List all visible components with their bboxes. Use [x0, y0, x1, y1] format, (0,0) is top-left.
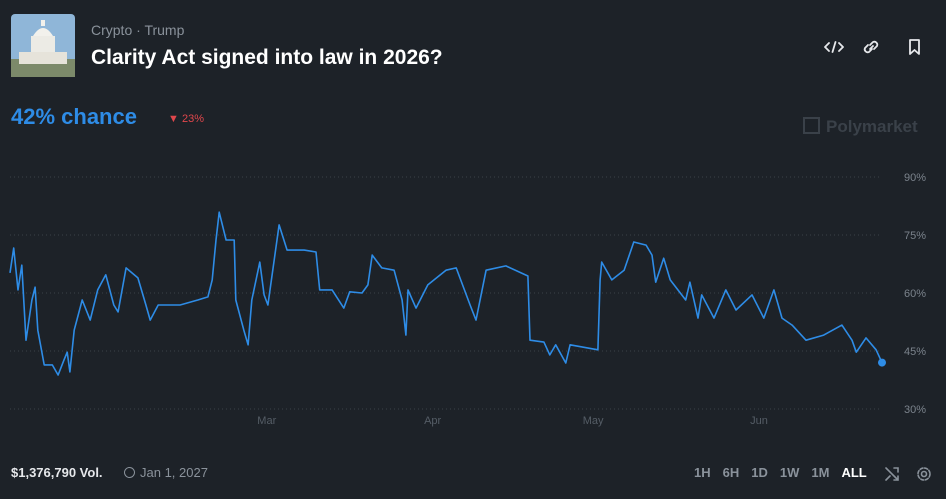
- range-selector: 1H 6H 1D 1W 1M ALL: [694, 465, 867, 480]
- tag[interactable]: Crypto: [91, 22, 133, 38]
- y-tick-label: 45%: [904, 346, 926, 358]
- range-button[interactable]: 1W: [779, 465, 800, 480]
- x-tick-label: Apr: [424, 415, 441, 427]
- last-point: [878, 358, 886, 367]
- down-arrow: ▼: [168, 113, 179, 125]
- end-date: Jan 1, 2027: [124, 465, 208, 480]
- actions: [824, 39, 920, 55]
- swap-button[interactable]: [885, 467, 899, 481]
- clock-icon: [124, 467, 135, 478]
- range-button[interactable]: 1D: [751, 465, 768, 480]
- watermark: Polymarket: [803, 117, 918, 137]
- logo: [803, 117, 820, 134]
- chart-controls: [885, 467, 931, 481]
- x-tick-label: May: [583, 415, 604, 427]
- range-button[interactable]: ALL: [841, 465, 867, 480]
- market-title: Clarity Act signed into law in 2026?: [91, 46, 443, 69]
- x-tick-label: Jun: [750, 415, 768, 427]
- range-button[interactable]: 1M: [811, 465, 830, 480]
- y-tick-label: 75%: [904, 230, 926, 242]
- market-image: [11, 14, 75, 77]
- settings-button[interactable]: [917, 467, 931, 481]
- change: ▼ 23%: [168, 113, 204, 125]
- range-button[interactable]: 6H: [722, 465, 740, 480]
- y-tick-label: 30%: [904, 404, 926, 416]
- x-tick-label: Mar: [257, 415, 276, 427]
- bookmark-button[interactable]: [909, 39, 920, 55]
- separator: ·: [136, 22, 145, 38]
- link-button[interactable]: [863, 40, 879, 54]
- change-value: 23%: [181, 113, 204, 125]
- probability: 42% chance: [11, 104, 137, 129]
- y-tick-label: 60%: [904, 288, 926, 300]
- watermark-text: Polymarket: [826, 117, 918, 136]
- line: [9, 211, 883, 376]
- embed-button[interactable]: [824, 41, 844, 53]
- y-tick-label: 90%: [904, 172, 926, 184]
- tag[interactable]: Trump: [144, 22, 185, 38]
- volume: $1,376,790 Vol.: [11, 465, 103, 480]
- range-button[interactable]: 1H: [694, 465, 711, 480]
- end-date-text: Jan 1, 2027: [140, 465, 208, 480]
- tags: Crypto · Trump: [91, 22, 184, 38]
